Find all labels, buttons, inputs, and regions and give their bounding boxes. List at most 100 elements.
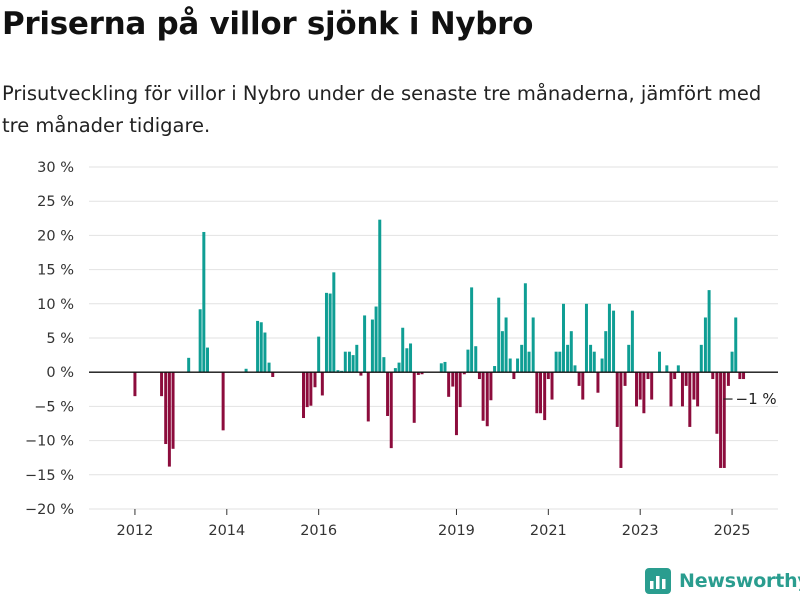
bar	[485, 372, 489, 427]
bar	[382, 357, 386, 373]
bar	[673, 372, 677, 380]
y-tick-label: −20 %	[25, 502, 74, 518]
bar	[676, 365, 680, 373]
annotation-label: −1 %	[736, 390, 777, 408]
bar	[734, 317, 738, 373]
bar	[386, 372, 390, 416]
bar	[206, 347, 210, 373]
bar	[160, 372, 164, 397]
bar	[527, 351, 531, 373]
bar	[699, 344, 703, 373]
y-tick-label: −10 %	[25, 434, 74, 450]
bar	[707, 290, 711, 373]
bar	[244, 368, 248, 373]
bar	[198, 309, 202, 373]
y-tick-label: 10 %	[37, 297, 74, 313]
x-tick-label: 2014	[208, 523, 245, 539]
bar	[722, 372, 726, 468]
bar	[271, 372, 275, 377]
grid-lines	[89, 166, 778, 510]
bar	[336, 370, 340, 373]
bar	[554, 351, 558, 373]
bar	[187, 357, 191, 373]
bar	[466, 349, 470, 373]
bar	[171, 372, 175, 449]
y-tick-label: 25 %	[37, 194, 74, 210]
bar	[409, 343, 413, 373]
bar	[623, 372, 627, 386]
bar	[730, 351, 734, 373]
bar	[263, 332, 267, 373]
bar	[577, 372, 581, 386]
bar	[539, 372, 543, 414]
y-tick-label: −5 %	[34, 399, 74, 415]
bar	[259, 322, 263, 373]
bar	[742, 372, 746, 380]
bar	[489, 372, 493, 401]
bar	[615, 372, 619, 427]
x-tick-label: 2023	[622, 523, 659, 539]
bar	[581, 372, 585, 400]
bar	[500, 331, 504, 373]
bar	[520, 344, 524, 373]
bar	[630, 310, 634, 373]
bar	[657, 351, 661, 373]
y-tick-label: −15 %	[25, 468, 74, 484]
bar	[558, 351, 562, 373]
bar	[324, 292, 328, 373]
bar	[566, 344, 570, 373]
bar	[680, 372, 684, 407]
bar	[596, 372, 600, 393]
bar	[363, 315, 367, 373]
bar	[550, 372, 554, 400]
bar	[133, 372, 137, 397]
bar	[531, 317, 535, 373]
bar	[443, 361, 447, 373]
bar	[497, 297, 501, 373]
bar	[504, 317, 508, 373]
bar	[516, 358, 520, 373]
bar	[302, 372, 306, 419]
bar	[546, 372, 550, 380]
bar	[669, 372, 673, 407]
bar	[454, 372, 458, 436]
y-tick-label: 20 %	[37, 228, 74, 244]
bar	[477, 372, 481, 380]
x-tick-label: 2025	[714, 523, 751, 539]
x-tick-label: 2016	[300, 523, 337, 539]
chart-title: Priserna på villor sjönk i Nybro	[2, 6, 534, 42]
chart-subtitle: Prisutveckling för villor i Nybro under …	[2, 82, 762, 137]
bar	[332, 272, 336, 373]
bar	[309, 372, 313, 406]
bar	[684, 372, 688, 386]
y-tick-label: 5 %	[46, 331, 74, 347]
bar	[692, 372, 696, 400]
bar	[650, 372, 654, 400]
bar	[397, 362, 401, 373]
bar	[447, 372, 451, 397]
bar	[389, 372, 393, 449]
bar	[420, 372, 424, 375]
bar	[688, 372, 692, 427]
y-tick-label: 15 %	[37, 263, 74, 279]
bar	[202, 231, 206, 373]
x-tick-label: 2019	[438, 523, 475, 539]
bar	[627, 344, 631, 373]
y-tick-label: 0 %	[46, 365, 74, 381]
bar	[493, 366, 497, 373]
bar	[711, 372, 715, 380]
bar	[328, 293, 332, 373]
bar	[719, 372, 723, 468]
brand-logo: Newsworthy	[645, 568, 800, 594]
bar	[589, 344, 593, 373]
bar	[665, 365, 669, 373]
bar	[592, 351, 596, 373]
bar	[607, 303, 611, 373]
bar	[512, 372, 516, 380]
bar	[366, 372, 370, 422]
bar	[313, 372, 317, 388]
bar	[543, 372, 547, 421]
bar	[600, 358, 604, 373]
bar	[320, 372, 324, 396]
